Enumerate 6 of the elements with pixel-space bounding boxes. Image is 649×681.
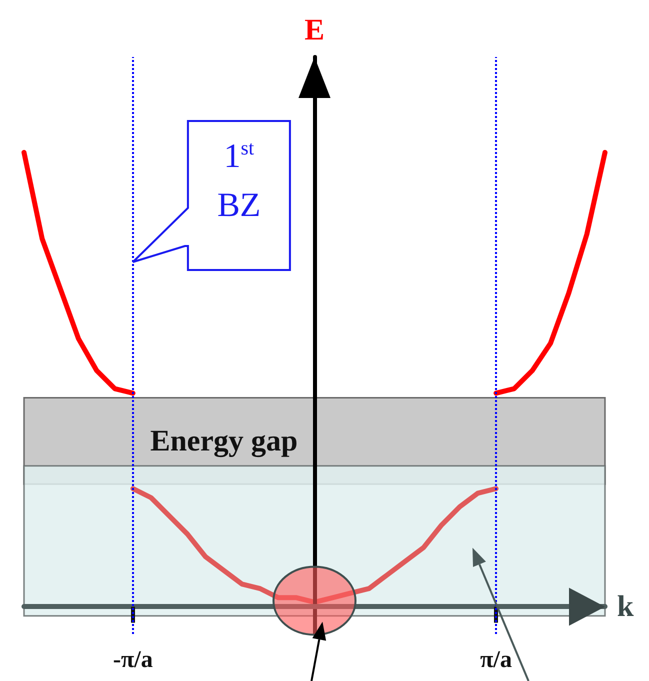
band-label: Energy gap <box>150 424 298 458</box>
x-tick-label: π/a <box>480 647 512 673</box>
text: 1$^{st}$ BZ <box>217 138 261 224</box>
x-tick-label: -π/a <box>113 647 153 673</box>
y-axis-title: E <box>304 14 325 46</box>
x-axis-title: k <box>617 590 634 624</box>
